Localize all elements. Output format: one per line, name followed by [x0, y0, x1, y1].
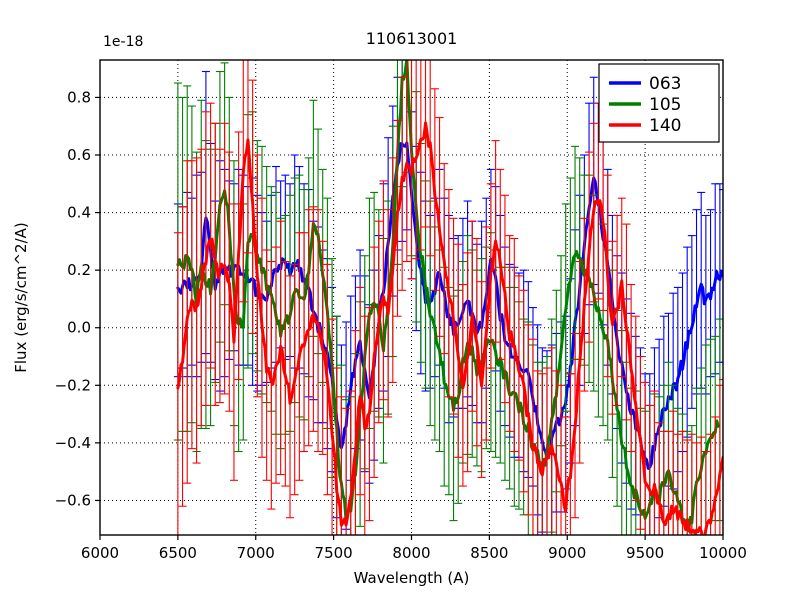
series-140 [173, 60, 723, 535]
y-tick-label: 0.6 [67, 146, 91, 164]
tick-layer: 6000 6500 7000 7500 8000 8500 9000 9500 10000 −0.… [55, 88, 747, 562]
y-tick-label: −0.6 [55, 491, 91, 509]
spectrum-line-105 [176, 60, 720, 533]
y-tick-label: 0.2 [67, 261, 91, 279]
y-axis-offset-label: 1e-18 [103, 34, 143, 50]
legend-label-140: 140 [649, 116, 681, 136]
x-tick-label: 8500 [470, 544, 508, 562]
legend-label-063: 063 [649, 74, 681, 94]
y-tick-label: 0.4 [67, 204, 91, 222]
y-axis-label: Flux (erg/s/cm^2/A) [12, 222, 30, 373]
y-tick-label: −0.2 [55, 376, 91, 394]
x-tick-label: 9000 [548, 544, 586, 562]
x-tick-label: 7500 [315, 544, 353, 562]
data-series-layer [173, 60, 723, 535]
y-tick-label: 0.8 [67, 88, 91, 106]
y-tick-label: −0.4 [55, 434, 91, 452]
x-tick-label: 8000 [392, 544, 430, 562]
x-tick-label: 9500 [626, 544, 664, 562]
x-tick-label: 6000 [81, 544, 119, 562]
x-tick-label: 10000 [699, 544, 747, 562]
page-title: 110613001 [366, 29, 458, 48]
spectrum-line-140 [176, 121, 723, 535]
x-tick-label: 6500 [159, 544, 197, 562]
x-tick-label: 7000 [237, 544, 275, 562]
y-tick-label: 0.0 [67, 319, 91, 337]
x-axis-label: Wavelength (A) [354, 569, 470, 587]
legend-label-105: 105 [649, 95, 681, 115]
